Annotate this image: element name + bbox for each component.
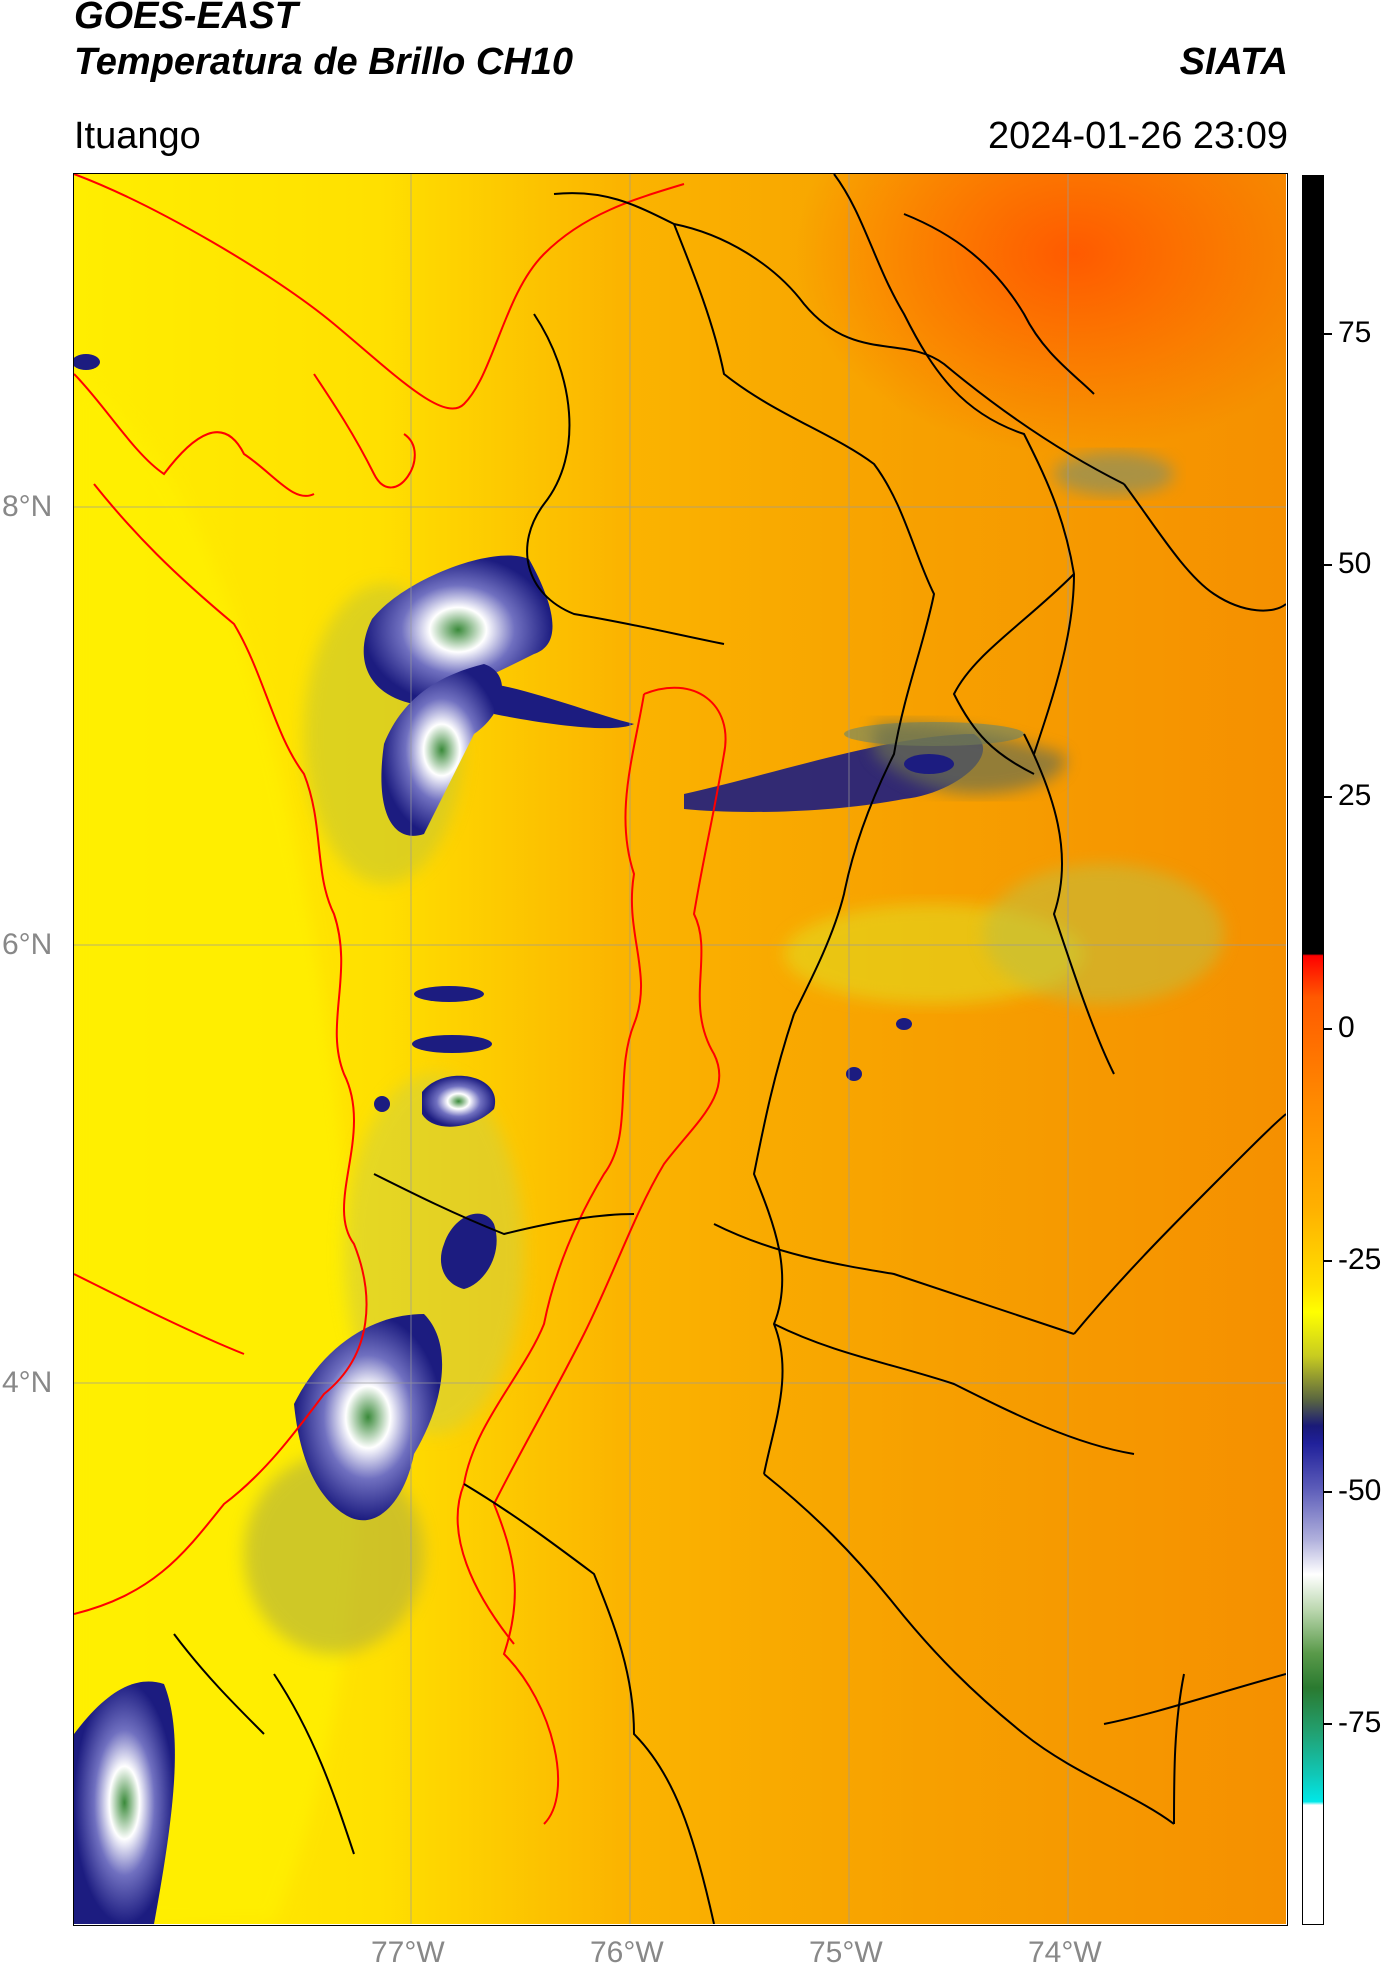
colorbar-tick: [1324, 1723, 1332, 1725]
storm-cell: [422, 1075, 496, 1127]
warm-region: [794, 174, 1286, 454]
storm-cell: [904, 754, 954, 774]
storm-cell: [74, 1681, 175, 1924]
storm-cell: [846, 1067, 862, 1081]
lon-tick-label: 76°W: [590, 1936, 664, 1969]
colorbar-label: 50: [1338, 547, 1372, 580]
lat-tick-label: 6°N: [2, 928, 53, 961]
admin-boundaries: [173, 174, 1286, 1924]
storm-band: [494, 684, 634, 729]
colorbar-label: -75: [1338, 1706, 1382, 1739]
red-boundaries: [74, 174, 727, 1825]
colorbar: [1302, 175, 1324, 1925]
storm-cell: [381, 664, 503, 836]
colorbar-tick: [1324, 1028, 1332, 1030]
title-product: Temperatura de Brillo CH10: [74, 41, 574, 83]
storm-cell: [440, 1213, 497, 1289]
satellite-map: [73, 173, 1288, 1926]
colorbar-tick: [1324, 564, 1332, 566]
colorbar-label: -25: [1338, 1243, 1382, 1276]
organization-label: SIATA: [1179, 41, 1288, 83]
title-satellite: GOES-EAST: [74, 0, 298, 37]
colorbar-label: -50: [1338, 1474, 1382, 1507]
storm-band: [1054, 452, 1174, 496]
colorbar-tick: [1324, 1491, 1332, 1493]
region-label: Ituango: [74, 115, 201, 157]
storm-cell: [896, 1018, 912, 1030]
colorbar-label: 75: [1338, 316, 1372, 349]
datetime-label: 2024-01-26 23:09: [987, 115, 1288, 157]
storm-cell: [74, 354, 100, 370]
colorbar-tick: [1324, 796, 1332, 798]
cool-area: [984, 864, 1224, 1004]
map-canvas: [74, 174, 1286, 1924]
colorbar-label: 0: [1338, 1011, 1355, 1044]
colorbar-tick: [1324, 333, 1332, 335]
storm-cell: [374, 1096, 390, 1112]
lon-tick-label: 74°W: [1028, 1936, 1102, 1969]
storm-cell: [294, 1314, 443, 1521]
colorbar-label: 25: [1338, 779, 1372, 812]
storm-cell: [412, 1035, 492, 1053]
lat-tick-label: 4°N: [2, 1366, 53, 1399]
storm-cell: [414, 986, 484, 1002]
lon-tick-label: 77°W: [371, 1936, 445, 1969]
lat-tick-label: 8°N: [2, 490, 53, 523]
colorbar-tick: [1324, 1260, 1332, 1262]
storm-band: [874, 723, 1066, 794]
lon-tick-label: 75°W: [809, 1936, 883, 1969]
gridlines: [74, 174, 1286, 1924]
